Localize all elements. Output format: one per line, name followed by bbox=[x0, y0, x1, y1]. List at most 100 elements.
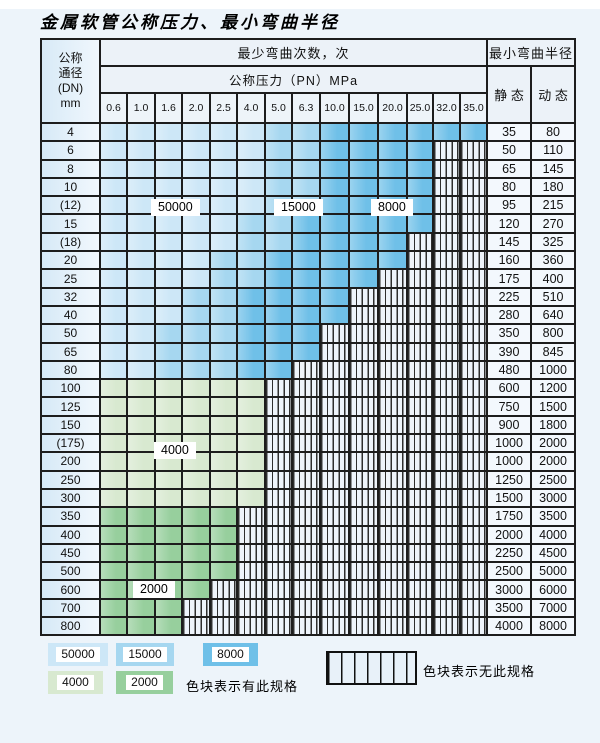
spec-cell-unavailable bbox=[291, 597, 321, 619]
spec-cell bbox=[264, 304, 293, 326]
spec-cell-unavailable bbox=[377, 615, 408, 637]
pressure-value: 32.0 bbox=[432, 92, 461, 124]
dn-cell: (18) bbox=[40, 231, 101, 253]
pressure-value: 1.0 bbox=[126, 92, 156, 124]
spec-cell-unavailable bbox=[458, 250, 489, 271]
spec-cell bbox=[264, 140, 293, 161]
spec-cell-unavailable bbox=[209, 597, 238, 619]
spec-cell bbox=[154, 231, 183, 253]
spec-cell bbox=[209, 341, 238, 362]
zone-label-4000: 4000 bbox=[154, 442, 196, 459]
dn-cell: 6 bbox=[40, 140, 101, 161]
spec-cell bbox=[377, 140, 408, 161]
dn-cell: 450 bbox=[40, 542, 101, 564]
spec-cell bbox=[209, 250, 238, 271]
spec-cell-unavailable bbox=[348, 451, 379, 472]
dn-cell: (175) bbox=[40, 433, 101, 454]
table-row: 4 35 80 bbox=[40, 121, 577, 143]
spec-cell bbox=[126, 378, 156, 399]
spec-cell-unavailable bbox=[406, 579, 434, 600]
spec-cell bbox=[291, 268, 321, 289]
spec-cell bbox=[209, 487, 238, 509]
table-row: (18) 145 325 bbox=[40, 231, 577, 253]
spec-cell bbox=[99, 195, 128, 216]
spec-cell bbox=[126, 195, 156, 216]
spec-cell bbox=[406, 213, 434, 234]
spec-cell bbox=[377, 250, 408, 271]
dn-cell: 700 bbox=[40, 597, 101, 619]
zone-label-2000: 2000 bbox=[133, 581, 175, 598]
spec-cell bbox=[291, 250, 321, 271]
table-row: 15 120 270 bbox=[40, 213, 577, 234]
spec-cell bbox=[181, 414, 211, 436]
pressure-value: 25.0 bbox=[406, 92, 434, 124]
spec-cell bbox=[209, 542, 238, 564]
table-row: 600 3000 6000 bbox=[40, 579, 577, 600]
spec-cell bbox=[154, 597, 183, 619]
table-row: 250 1250 2500 bbox=[40, 469, 577, 490]
spec-cell-unavailable bbox=[458, 268, 489, 289]
spec-cell-unavailable bbox=[348, 524, 379, 545]
spec-cell-unavailable bbox=[209, 615, 238, 637]
spec-cell-unavailable bbox=[458, 615, 489, 637]
spec-cell bbox=[319, 213, 350, 234]
spec-cell-unavailable bbox=[458, 359, 489, 381]
pressure-value: 15.0 bbox=[348, 92, 379, 124]
spec-cell-unavailable bbox=[406, 359, 434, 381]
spec-cell-unavailable bbox=[432, 542, 461, 564]
spec-cell-unavailable bbox=[432, 359, 461, 381]
spec-cell-unavailable bbox=[406, 396, 434, 417]
dn-cell: 50 bbox=[40, 323, 101, 344]
spec-cell-unavailable bbox=[432, 250, 461, 271]
spec-cell bbox=[319, 158, 350, 179]
table-row: 50 350 800 bbox=[40, 323, 577, 344]
pressure-value: 0.6 bbox=[99, 92, 128, 124]
spec-cell bbox=[154, 323, 183, 344]
table-row: 125 750 1500 bbox=[40, 396, 577, 417]
table-row: 80 480 1000 bbox=[40, 359, 577, 381]
spec-cell bbox=[236, 213, 266, 234]
dynamic-radius-cell: 270 bbox=[530, 213, 577, 234]
spec-cell-unavailable bbox=[406, 487, 434, 509]
spec-cell bbox=[181, 378, 211, 399]
spec-cell bbox=[264, 250, 293, 271]
dynamic-radius-cell: 5000 bbox=[530, 561, 577, 582]
spec-cell-unavailable bbox=[291, 378, 321, 399]
spec-cell bbox=[126, 121, 156, 143]
pressure-value: 2.0 bbox=[181, 92, 211, 124]
spec-cell bbox=[291, 158, 321, 179]
spec-cell bbox=[154, 341, 183, 362]
spec-cell-unavailable bbox=[458, 323, 489, 344]
spec-cell-unavailable bbox=[319, 433, 350, 454]
spec-cell-unavailable bbox=[291, 359, 321, 381]
spec-cell bbox=[126, 561, 156, 582]
static-radius-cell: 1500 bbox=[486, 487, 533, 509]
spec-cell bbox=[181, 487, 211, 509]
spec-cell-unavailable bbox=[377, 579, 408, 600]
dynamic-radius-cell: 110 bbox=[530, 140, 577, 161]
spec-cell-unavailable bbox=[319, 451, 350, 472]
dynamic-radius-cell: 360 bbox=[530, 250, 577, 271]
spec-cell bbox=[209, 433, 238, 454]
spec-cell bbox=[99, 542, 128, 564]
dn-cell: 800 bbox=[40, 615, 101, 637]
spec-cell-unavailable bbox=[319, 469, 350, 490]
spec-cell bbox=[154, 506, 183, 527]
spec-cell bbox=[154, 176, 183, 198]
spec-cell-unavailable bbox=[319, 561, 350, 582]
spec-cell-unavailable bbox=[458, 304, 489, 326]
spec-cell-unavailable bbox=[319, 579, 350, 600]
static-radius-cell: 120 bbox=[486, 213, 533, 234]
spec-cell-unavailable bbox=[264, 378, 293, 399]
spec-cell-unavailable bbox=[432, 286, 461, 307]
static-radius-cell: 480 bbox=[486, 359, 533, 381]
spec-cell bbox=[181, 359, 211, 381]
table-row: (12) 95 215 bbox=[40, 195, 577, 216]
dynamic-radius-cell: 400 bbox=[530, 268, 577, 289]
spec-cell-unavailable bbox=[291, 396, 321, 417]
spec-cell bbox=[209, 286, 238, 307]
spec-cell bbox=[126, 433, 156, 454]
dn-cell: 125 bbox=[40, 396, 101, 417]
static-radius-cell: 1000 bbox=[486, 451, 533, 472]
spec-cell-unavailable bbox=[406, 524, 434, 545]
